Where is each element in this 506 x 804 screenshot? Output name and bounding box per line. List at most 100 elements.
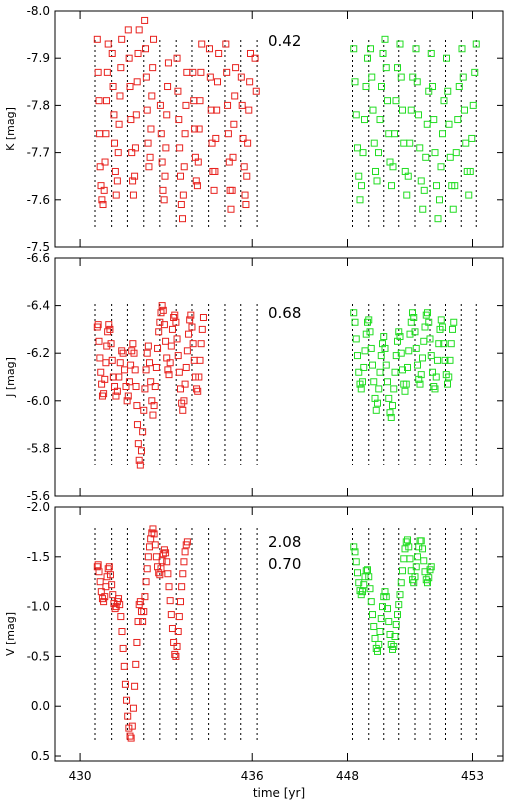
data-point-second [384,97,391,105]
data-point-second [367,598,375,606]
data-point-first [199,314,207,321]
data-point-second [429,83,436,91]
data-point-second [395,601,403,609]
data-point-first [96,163,104,171]
data-point-first [174,87,182,95]
x-tick-label: 436 [241,769,264,783]
data-point-first [141,16,149,24]
data-point-second [412,45,420,53]
data-point-first [100,186,108,194]
data-point-first [101,375,109,383]
v-panel-frame [54,506,504,762]
data-point-second [361,573,369,581]
data-point-second [417,371,425,379]
data-point-second [411,328,419,336]
data-point-second [401,545,409,553]
data-point-second [400,139,408,147]
data-point-first [116,92,124,100]
y-tick-label: -6.6 [27,251,50,265]
data-point-second [359,588,366,596]
data-point-second [472,40,480,48]
data-point-first [148,92,156,100]
data-point-first [164,83,172,91]
data-point-first [178,583,186,591]
data-point-first [140,406,148,414]
data-point-second [404,536,411,544]
data-point-first [162,337,170,345]
data-point-first [93,563,101,571]
data-point-second [462,139,470,147]
data-point-second [362,330,370,338]
data-point-second [404,172,412,180]
data-point-first [149,525,157,533]
data-point-first [159,306,167,314]
data-point-first [157,309,165,317]
data-point-first [103,342,111,350]
data-point-first [127,361,135,369]
data-point-first [188,323,196,331]
data-point-second [382,64,390,72]
data-point-second [394,611,401,619]
data-point-second [352,558,360,566]
data-point-second [405,543,413,551]
data-point-second [416,144,424,152]
data-point-first [242,201,250,209]
data-point-second [367,344,375,352]
data-point-first [144,342,152,350]
data-point-second [397,73,405,81]
data-point-second [433,182,440,190]
data-point-first [206,73,214,81]
data-point-first [128,149,136,157]
data-point-first [121,366,129,374]
data-point-first [163,558,171,566]
j-band-panel: J [mag] 0.68 -6.6 -6.4 -6.2 -6.0 -5.8 -5.6 [4,251,504,503]
data-point-first [146,359,154,367]
data-point-first [170,314,178,321]
data-point-first [147,378,155,386]
data-point-first [110,111,118,119]
data-point-first [141,385,149,393]
data-point-second [406,555,414,563]
data-point-second [392,621,400,629]
data-point-first [137,447,145,455]
data-point-second [420,557,428,565]
data-point-second [385,130,393,138]
data-point-first [125,378,133,386]
data-point-first [171,650,179,658]
data-point-first [135,456,143,464]
data-point-first [160,321,168,329]
data-point-first [105,321,113,329]
data-point-second [431,149,439,157]
data-point-first [225,158,233,166]
data-point-first [108,49,116,57]
data-point-first [180,163,188,171]
data-point-second [417,177,425,185]
data-point-first [106,325,114,333]
data-point-first [149,64,157,72]
x-tick-label: 448 [336,769,359,783]
data-point-first [99,201,107,209]
data-point-first [111,167,119,175]
data-point-second [430,383,438,391]
y-tick-label: 0.5 [31,749,50,763]
data-point-first [148,397,156,405]
data-point-second [449,205,457,213]
data-point-first [119,349,127,357]
data-point-first [168,325,176,333]
data-point-first [132,660,140,668]
data-point-first [208,139,216,147]
data-point-first [124,392,132,400]
k-panel-yticks: -8.0 -7.9 -7.8 -7.7 -7.6 -7.5 [27,4,503,254]
data-point-first [152,363,160,371]
data-point-first [173,54,181,62]
data-point-first [252,87,260,95]
data-point-first [229,153,237,161]
data-point-first [101,593,109,601]
data-point-second [397,349,405,357]
data-point-first [196,97,204,105]
j-panel-points [93,302,458,469]
data-point-second [425,87,433,95]
data-point-first [95,337,103,345]
data-point-first [125,54,133,62]
data-point-first [166,359,174,367]
